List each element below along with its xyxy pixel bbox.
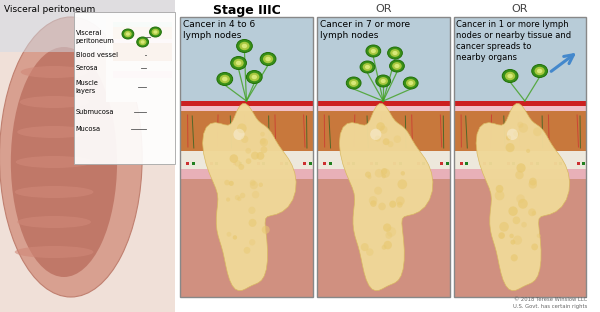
Circle shape: [528, 208, 536, 216]
Circle shape: [250, 180, 256, 186]
Circle shape: [227, 232, 232, 237]
Bar: [399, 162, 402, 165]
Bar: [507, 162, 510, 165]
Circle shape: [381, 168, 388, 174]
Circle shape: [515, 171, 524, 179]
Ellipse shape: [532, 65, 547, 77]
Circle shape: [396, 196, 405, 205]
Ellipse shape: [394, 64, 400, 68]
Polygon shape: [317, 17, 449, 101]
Circle shape: [511, 254, 518, 261]
Circle shape: [532, 211, 536, 216]
Bar: [309, 162, 312, 165]
Bar: [323, 162, 326, 165]
Ellipse shape: [11, 47, 117, 277]
Circle shape: [397, 179, 407, 189]
Circle shape: [233, 235, 237, 240]
Circle shape: [529, 180, 537, 189]
Ellipse shape: [222, 77, 227, 81]
Polygon shape: [180, 106, 313, 111]
Polygon shape: [180, 169, 313, 179]
Bar: [583, 162, 586, 165]
Bar: [489, 162, 491, 165]
Ellipse shape: [152, 29, 159, 35]
Ellipse shape: [251, 75, 257, 79]
Ellipse shape: [247, 71, 262, 84]
Circle shape: [518, 199, 528, 209]
Polygon shape: [113, 61, 172, 71]
Ellipse shape: [233, 59, 244, 67]
Ellipse shape: [388, 47, 403, 59]
Bar: [422, 162, 425, 165]
Circle shape: [257, 152, 265, 160]
Ellipse shape: [392, 62, 402, 70]
Bar: [257, 162, 260, 165]
Circle shape: [251, 152, 259, 160]
Circle shape: [512, 217, 520, 224]
Circle shape: [513, 131, 519, 137]
Ellipse shape: [239, 42, 250, 50]
Polygon shape: [106, 17, 175, 102]
Circle shape: [235, 160, 241, 167]
Text: Submucosa: Submucosa: [76, 109, 114, 115]
Polygon shape: [317, 151, 449, 169]
Ellipse shape: [242, 44, 247, 48]
Polygon shape: [317, 169, 449, 179]
Polygon shape: [180, 179, 313, 297]
Ellipse shape: [535, 67, 545, 75]
Circle shape: [260, 146, 268, 153]
Polygon shape: [340, 104, 433, 291]
Bar: [530, 162, 533, 165]
Ellipse shape: [408, 81, 413, 85]
Polygon shape: [454, 106, 586, 111]
Circle shape: [366, 248, 374, 256]
Circle shape: [499, 222, 509, 232]
Text: © 2018 Terese Winslow LLC
U.S. Govt. has certain rights: © 2018 Terese Winslow LLC U.S. Govt. has…: [513, 297, 587, 309]
Bar: [460, 162, 463, 165]
Circle shape: [375, 169, 383, 178]
Circle shape: [250, 181, 258, 189]
Text: OR: OR: [375, 4, 391, 14]
Circle shape: [499, 232, 505, 239]
Ellipse shape: [349, 79, 358, 87]
Ellipse shape: [17, 216, 91, 228]
Circle shape: [383, 223, 391, 232]
Circle shape: [499, 233, 505, 239]
Circle shape: [240, 193, 245, 198]
Circle shape: [252, 191, 259, 198]
Polygon shape: [454, 101, 586, 106]
Circle shape: [374, 187, 382, 195]
Bar: [554, 162, 557, 165]
Bar: [187, 162, 190, 165]
Polygon shape: [454, 111, 586, 151]
Circle shape: [369, 196, 377, 205]
Bar: [352, 162, 355, 165]
Text: OR: OR: [512, 4, 528, 14]
Polygon shape: [317, 106, 449, 111]
Polygon shape: [317, 111, 449, 151]
Circle shape: [383, 138, 389, 145]
Ellipse shape: [366, 45, 381, 57]
Circle shape: [224, 180, 230, 185]
Ellipse shape: [0, 17, 142, 297]
Polygon shape: [317, 179, 449, 297]
Bar: [466, 162, 468, 165]
Circle shape: [509, 234, 514, 238]
Ellipse shape: [137, 37, 149, 47]
Ellipse shape: [236, 61, 241, 65]
Circle shape: [237, 197, 241, 201]
Circle shape: [245, 158, 251, 164]
Circle shape: [496, 185, 503, 193]
Bar: [233, 162, 236, 165]
Text: Cancer in 1 or more lymph
nodes or nearby tissue and
cancer spreads to
nearby or: Cancer in 1 or more lymph nodes or nearb…: [457, 20, 572, 62]
Circle shape: [383, 241, 392, 249]
Circle shape: [233, 129, 245, 140]
Polygon shape: [454, 151, 586, 169]
Ellipse shape: [406, 79, 416, 87]
Circle shape: [385, 232, 392, 239]
Polygon shape: [180, 101, 313, 106]
Bar: [210, 162, 213, 165]
Circle shape: [237, 124, 247, 133]
Polygon shape: [113, 39, 172, 43]
